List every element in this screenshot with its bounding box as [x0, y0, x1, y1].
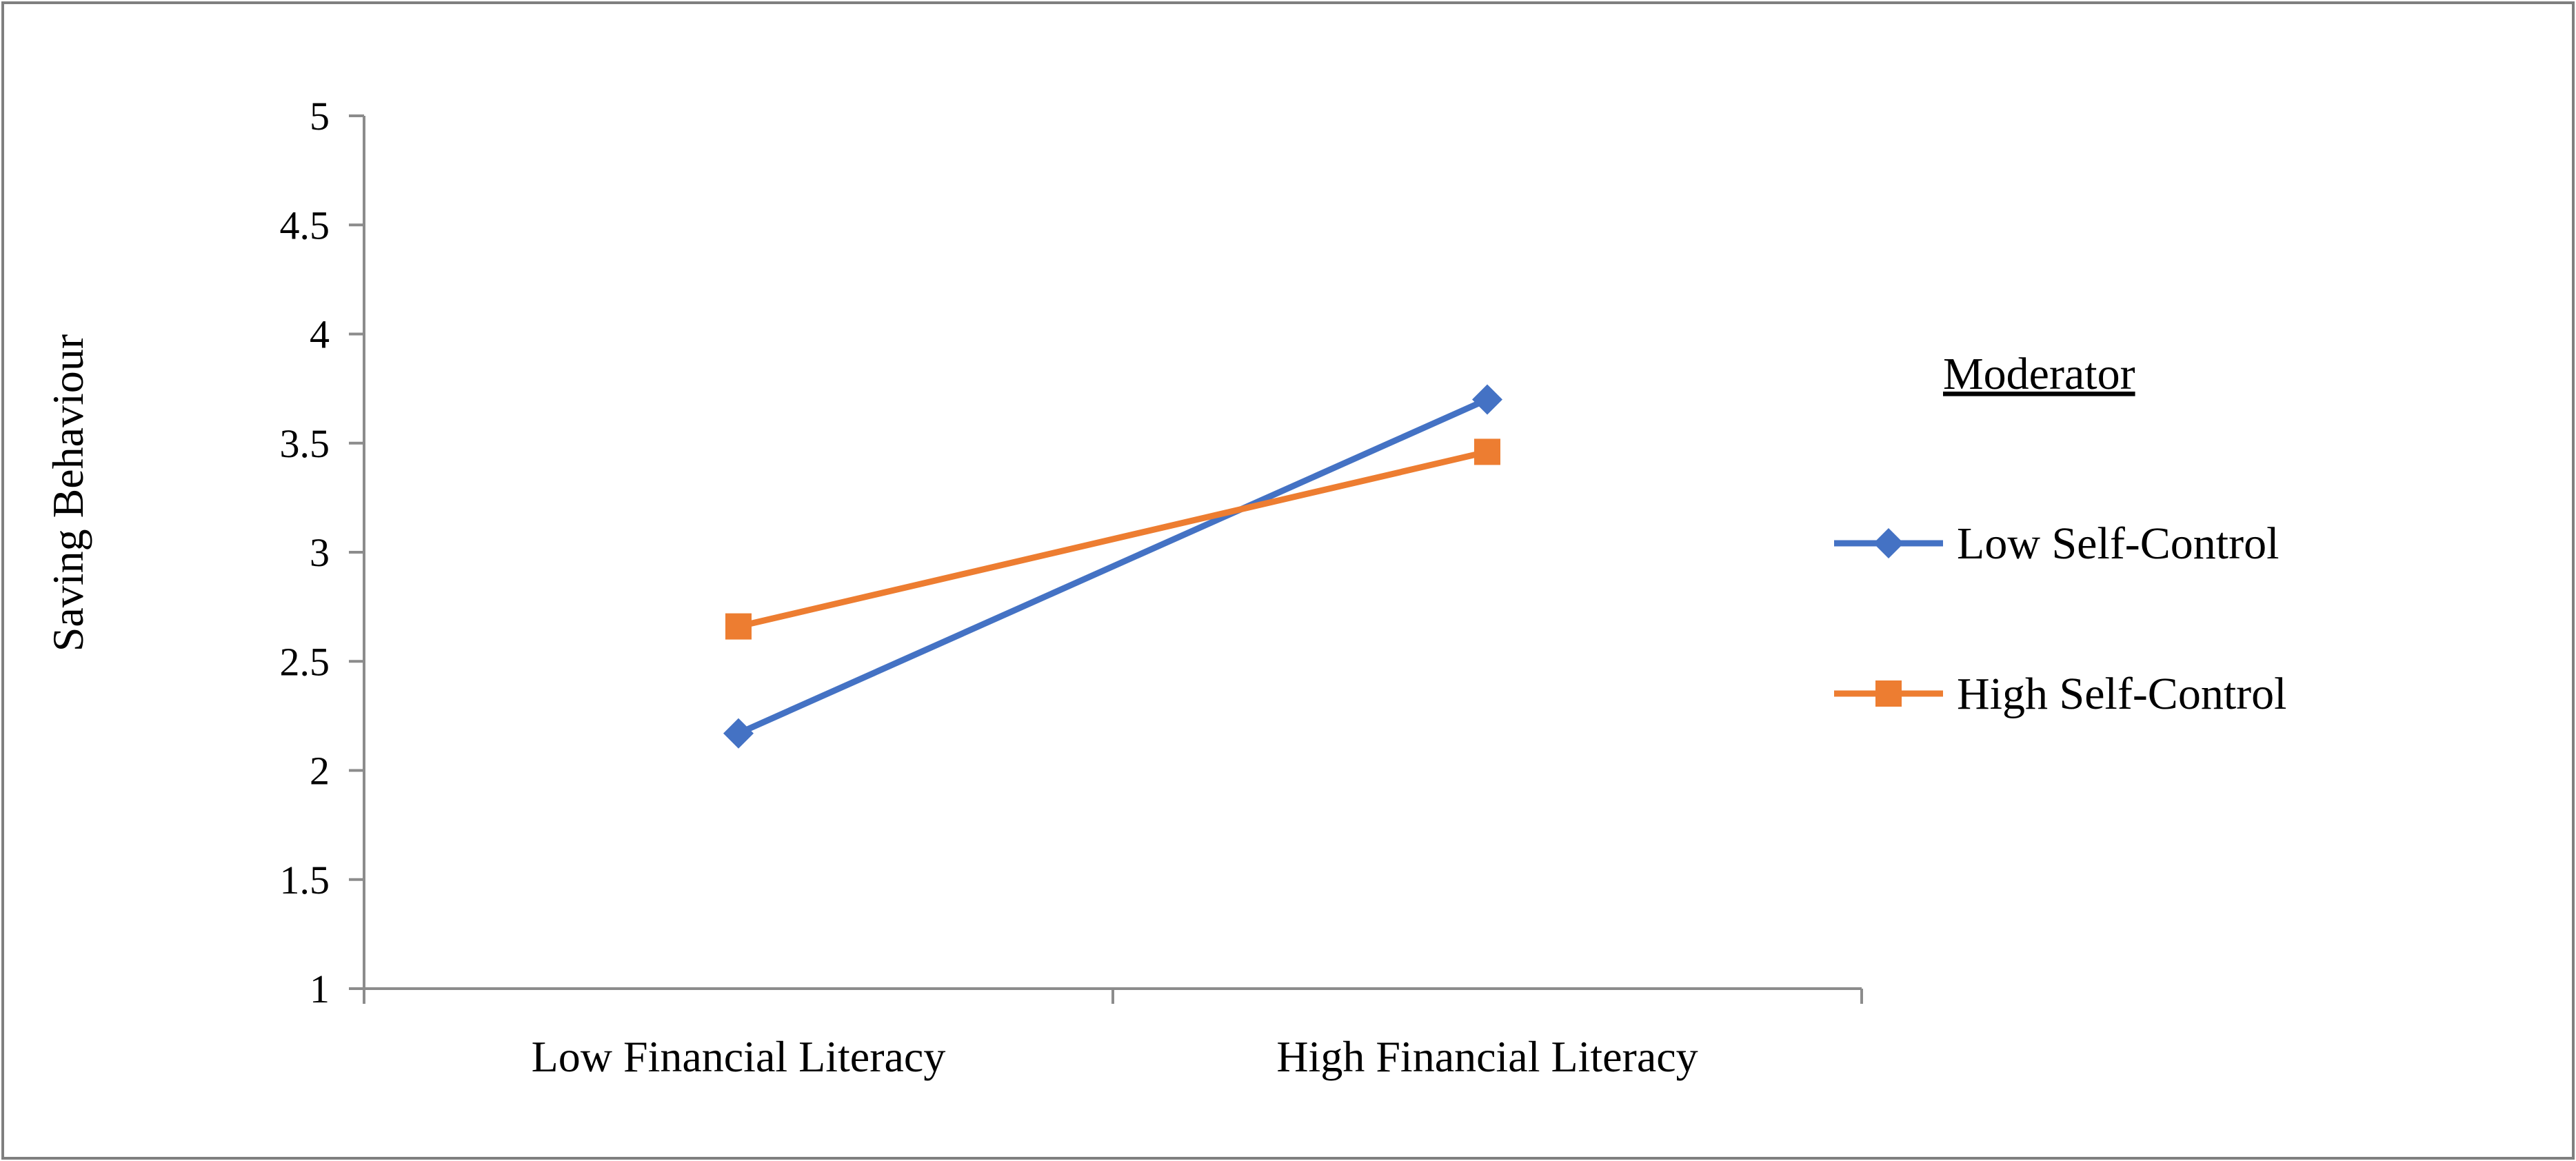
series-high-self-control: [725, 438, 1500, 640]
y-tick-label: 2: [310, 749, 330, 794]
x-ticks: Low Financial Literacy High Financial Lit…: [363, 989, 1863, 1081]
plot-area: 1 1.5 2 2.5 3 3.5 4 4.5 5 Low Financial Literacy…: [280, 94, 1863, 1081]
y-tick-label: 3: [310, 530, 330, 575]
legend-title: Moderator: [1943, 349, 2135, 399]
legend-item: High Self-Control: [1834, 669, 2286, 719]
y-axis-title: Saving Behaviour: [43, 334, 92, 652]
series-line: [735, 448, 1491, 630]
y-ticks: 1 1.5 2 2.5 3 3.5 4 4.5 5: [280, 94, 364, 1011]
legend-item: Low Self-Control: [1834, 518, 2279, 569]
legend-items: Low Self-Control High Self-Control: [1834, 518, 2286, 719]
y-tick-label: 4.5: [280, 203, 330, 248]
series-line: [735, 396, 1491, 737]
series-layer: [723, 384, 1502, 749]
y-tick-label: 3.5: [280, 421, 330, 466]
y-tick-label: 4: [310, 312, 330, 357]
data-point-diamond: [1472, 384, 1502, 415]
legend: Moderator Low Self-Control High Self-Cont…: [1834, 349, 2286, 719]
data-point-diamond: [723, 718, 754, 749]
legend-label: High Self-Control: [1957, 669, 2286, 719]
y-tick-label: 1: [310, 967, 330, 1011]
x-category-label: Low Financial Literacy: [532, 1032, 946, 1081]
x-category-label: High Financial Literacy: [1276, 1032, 1698, 1081]
legend-marker-square: [1875, 680, 1902, 707]
data-point-square: [1474, 438, 1500, 465]
y-tick-label: 5: [310, 94, 330, 139]
y-tick-label: 2.5: [280, 639, 330, 684]
legend-marker-diamond: [1873, 528, 1904, 558]
y-tick-label: 1.5: [280, 858, 330, 902]
legend-label: Low Self-Control: [1957, 518, 2279, 569]
data-point-square: [725, 613, 752, 640]
series-low-self-control: [723, 384, 1502, 749]
